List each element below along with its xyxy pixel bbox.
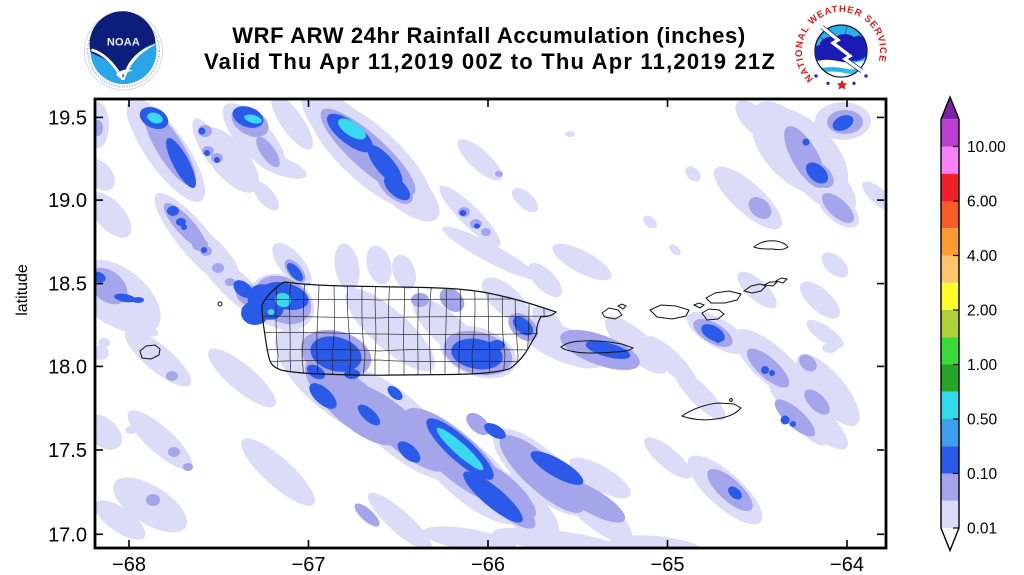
- svg-text:19.0: 19.0: [48, 190, 87, 212]
- svg-text:0.50: 0.50: [967, 412, 998, 429]
- svg-text:−64: −64: [830, 554, 864, 575]
- svg-text:17.5: 17.5: [48, 440, 87, 462]
- svg-text:NOAA: NOAA: [107, 37, 140, 49]
- svg-text:17.0: 17.0: [48, 524, 87, 546]
- svg-text:18.0: 18.0: [48, 356, 87, 378]
- svg-text:19.5: 19.5: [48, 107, 87, 129]
- svg-text:2.00: 2.00: [967, 303, 998, 320]
- svg-text:−67: −67: [292, 554, 326, 575]
- svg-text:−65: −65: [651, 554, 685, 575]
- svg-text:0.01: 0.01: [967, 521, 997, 538]
- svg-text:0.10: 0.10: [967, 466, 998, 483]
- svg-text:6.00: 6.00: [967, 194, 998, 211]
- svg-text:1.00: 1.00: [967, 357, 998, 374]
- svg-text:10.00: 10.00: [967, 139, 1006, 156]
- svg-text:−66: −66: [471, 554, 505, 575]
- svg-text:latitude: latitude: [14, 264, 31, 316]
- svg-text:Valid Thu Apr 11,2019 00Z to T: Valid Thu Apr 11,2019 00Z to Thu Apr 11,…: [204, 49, 776, 74]
- svg-text:−68: −68: [112, 554, 146, 575]
- svg-text:4.00: 4.00: [967, 248, 998, 265]
- svg-text:WRF ARW 24hr Rainfall Accumula: WRF ARW 24hr Rainfall Accumulation (inch…: [232, 23, 746, 48]
- svg-text:18.5: 18.5: [48, 274, 87, 296]
